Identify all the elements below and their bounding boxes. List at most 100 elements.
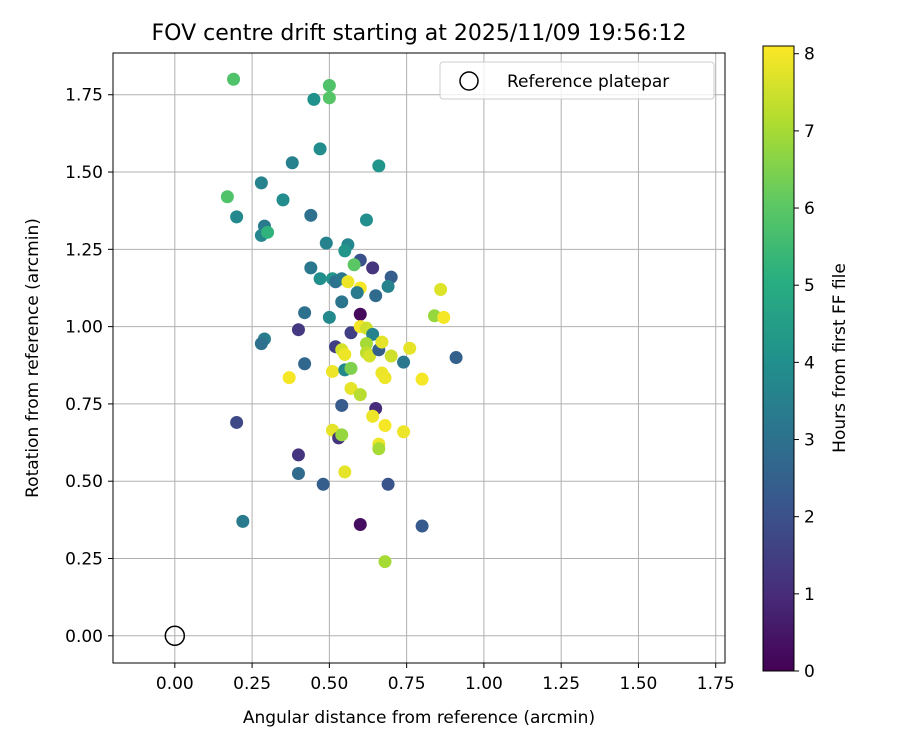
data-point bbox=[344, 326, 358, 340]
data-point bbox=[298, 306, 312, 320]
data-point bbox=[372, 159, 386, 173]
data-point bbox=[381, 279, 395, 293]
data-point bbox=[220, 190, 234, 204]
colorbar-label: Hours from first FF file bbox=[830, 263, 850, 453]
x-tick-label: 1.00 bbox=[465, 674, 503, 694]
data-point bbox=[347, 258, 361, 272]
data-point bbox=[307, 92, 321, 106]
y-tick-label: 1.75 bbox=[65, 86, 103, 106]
data-point bbox=[285, 156, 299, 170]
data-point bbox=[322, 91, 336, 105]
chart-title: FOV centre drift starting at 2025/11/09 … bbox=[152, 21, 687, 46]
x-tick-label: 0.00 bbox=[156, 674, 194, 694]
data-point bbox=[236, 514, 250, 528]
data-point bbox=[378, 371, 392, 385]
data-point bbox=[359, 213, 373, 227]
colorbar-tick-label: 7 bbox=[804, 122, 815, 142]
data-point bbox=[437, 310, 451, 324]
data-point bbox=[338, 244, 352, 258]
plot-frame bbox=[112, 52, 726, 664]
data-point bbox=[397, 355, 411, 369]
data-point bbox=[291, 448, 305, 462]
data-point bbox=[313, 272, 327, 286]
data-point bbox=[375, 335, 389, 349]
x-tick-label: 1.25 bbox=[542, 674, 580, 694]
x-tick-label: 1.75 bbox=[697, 674, 735, 694]
data-point bbox=[230, 210, 244, 224]
data-point bbox=[291, 323, 305, 337]
data-point bbox=[282, 371, 296, 385]
data-point bbox=[322, 78, 336, 92]
data-point bbox=[316, 477, 330, 491]
data-point bbox=[369, 289, 383, 303]
data-points bbox=[220, 72, 463, 569]
data-point bbox=[366, 409, 380, 423]
data-point bbox=[372, 442, 386, 456]
data-point bbox=[276, 193, 290, 207]
legend-reference-label: Reference platepar bbox=[507, 72, 669, 92]
data-point bbox=[378, 419, 392, 433]
y-axis-label: Rotation from reference (arcmin) bbox=[23, 218, 43, 498]
y-tick-label: 1.00 bbox=[65, 318, 103, 338]
data-point bbox=[338, 347, 352, 361]
colorbar-tick-label: 1 bbox=[804, 585, 815, 605]
data-point bbox=[363, 349, 377, 363]
data-point bbox=[350, 286, 364, 300]
colorbar-tick-label: 8 bbox=[804, 45, 815, 65]
colorbar-gradient bbox=[762, 45, 795, 672]
data-point bbox=[227, 72, 241, 86]
data-point bbox=[397, 425, 411, 439]
data-point bbox=[298, 357, 312, 371]
data-point bbox=[434, 283, 448, 297]
data-point bbox=[335, 398, 349, 412]
data-point bbox=[353, 307, 367, 321]
data-point bbox=[335, 428, 349, 442]
data-point bbox=[384, 349, 398, 363]
data-point bbox=[366, 327, 380, 341]
data-point bbox=[230, 415, 244, 429]
reference-platepar-marker bbox=[164, 625, 186, 647]
data-point bbox=[381, 477, 395, 491]
data-point bbox=[322, 310, 336, 324]
y-tick-label: 1.50 bbox=[65, 163, 103, 183]
data-point bbox=[378, 555, 392, 569]
legend-reference-marker bbox=[459, 71, 479, 91]
data-point bbox=[254, 337, 268, 351]
data-point bbox=[359, 337, 373, 351]
data-point bbox=[344, 361, 358, 375]
y-tick-label: 0.00 bbox=[65, 627, 103, 647]
colorbar-tick-label: 0 bbox=[804, 662, 815, 682]
colorbar: 0 1 2 3 4 5 6 7 8 Hours from first FF file bbox=[762, 45, 850, 682]
y-tick-label: 0.50 bbox=[65, 472, 103, 492]
data-point bbox=[319, 236, 333, 250]
data-point bbox=[291, 466, 305, 480]
data-point bbox=[254, 176, 268, 190]
colorbar-ticks: 0 1 2 3 4 5 6 7 8 bbox=[794, 45, 815, 682]
x-axis-label: Angular distance from reference (arcmin) bbox=[243, 708, 595, 728]
data-point bbox=[335, 295, 349, 309]
data-point bbox=[353, 388, 367, 402]
data-point bbox=[338, 465, 352, 479]
data-point bbox=[304, 208, 318, 222]
x-axis-ticks: 0.00 0.25 0.50 0.75 1.00 1.25 1.50 1.75 bbox=[156, 663, 735, 694]
data-point bbox=[415, 372, 429, 386]
data-point bbox=[449, 351, 463, 365]
x-tick-label: 1.50 bbox=[620, 674, 658, 694]
data-point bbox=[353, 517, 367, 531]
x-tick-label: 0.25 bbox=[233, 674, 271, 694]
y-tick-label: 0.25 bbox=[65, 549, 103, 569]
grid-lines bbox=[113, 53, 725, 663]
y-tick-label: 0.75 bbox=[65, 395, 103, 415]
y-tick-label: 1.25 bbox=[65, 240, 103, 260]
legend: Reference platepar bbox=[439, 61, 715, 100]
y-axis-ticks: 0.00 0.25 0.50 0.75 1.00 1.25 1.50 1.75 bbox=[65, 86, 113, 647]
data-point bbox=[366, 261, 380, 275]
colorbar-tick-label: 2 bbox=[804, 508, 815, 528]
x-tick-label: 0.50 bbox=[310, 674, 348, 694]
data-point bbox=[341, 275, 355, 289]
data-point bbox=[325, 364, 339, 378]
data-point bbox=[415, 519, 429, 533]
data-point bbox=[261, 225, 275, 239]
